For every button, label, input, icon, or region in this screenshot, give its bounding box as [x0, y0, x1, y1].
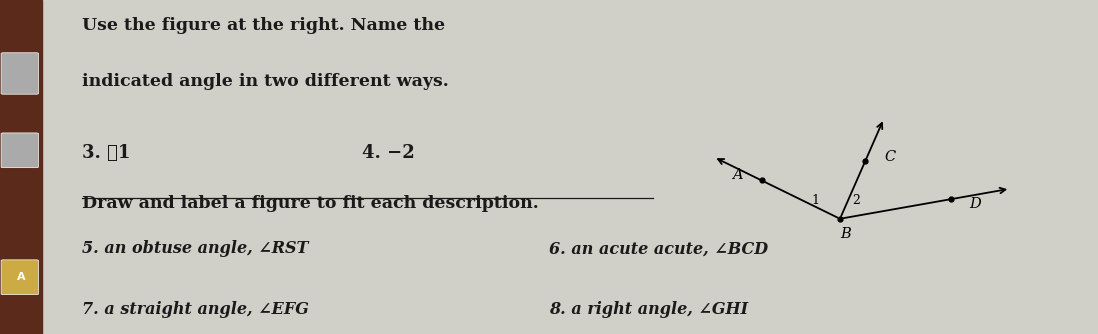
Text: A: A	[16, 272, 25, 282]
Text: 6. an acute acute, ∠BCD: 6. an acute acute, ∠BCD	[549, 240, 769, 258]
Text: Draw and label a figure to fit each description.: Draw and label a figure to fit each desc…	[82, 195, 539, 212]
Text: 3. ∡1: 3. ∡1	[82, 144, 131, 162]
Text: A: A	[732, 168, 743, 182]
Text: 1: 1	[811, 194, 820, 207]
Text: 2: 2	[852, 194, 861, 207]
Text: indicated angle in two different ways.: indicated angle in two different ways.	[82, 73, 449, 91]
FancyBboxPatch shape	[1, 133, 38, 168]
Text: 8. a right angle, ∠GHI: 8. a right angle, ∠GHI	[549, 301, 748, 318]
Bar	[0, 0, 42, 334]
FancyBboxPatch shape	[1, 260, 38, 295]
Text: 4. −2: 4. −2	[362, 144, 415, 162]
Text: Use the figure at the right. Name the: Use the figure at the right. Name the	[82, 17, 446, 34]
Text: D: D	[968, 197, 981, 211]
Text: C: C	[884, 150, 895, 164]
Text: 5. an obtuse angle, ∠RST: 5. an obtuse angle, ∠RST	[82, 240, 309, 258]
Text: 7. a straight angle, ∠EFG: 7. a straight angle, ∠EFG	[82, 301, 310, 318]
FancyBboxPatch shape	[1, 53, 38, 94]
Text: B: B	[840, 227, 851, 241]
